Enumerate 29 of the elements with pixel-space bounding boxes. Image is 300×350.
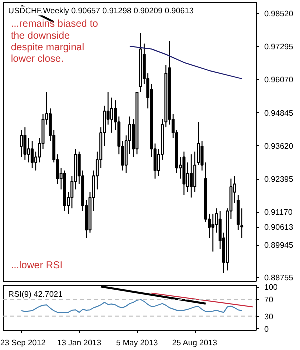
annotation: ...remains biased to the downside despite marginal lower close. — [11, 19, 99, 65]
y-tick-label: 0.91170 — [264, 208, 294, 218]
candlestick — [27, 138, 30, 164]
candlestick — [24, 127, 27, 160]
y-tick-label: 0.88755 — [264, 273, 294, 282]
x-tick-label: 25 Aug 2013 — [172, 338, 218, 348]
y-tick-label: 0.90613 — [264, 223, 294, 232]
annotation: ...lower RSI — [11, 260, 63, 272]
candlestick — [190, 154, 193, 198]
candlestick — [20, 130, 24, 158]
y-tick-label: 0.93620 — [264, 142, 294, 151]
text: USDCHF,Weekly 0.90657 0.91298 0.90209 0.90613 — [8, 6, 194, 16]
y-tick-label: 0.96070 — [264, 76, 294, 85]
line-series — [21, 299, 243, 314]
x-tick-label: 23 Sep 2012 — [0, 338, 46, 348]
line-series — [130, 46, 243, 80]
y-tick-label: 0 — [264, 324, 270, 334]
x-tick-label: 13 Jan 2013 — [57, 338, 102, 348]
y-tick-label: 30 — [264, 312, 274, 322]
y-tick-label: 0.89945 — [264, 241, 294, 250]
y-tick-label: 0.92395 — [264, 175, 294, 184]
y-tick-label: 100 — [264, 283, 278, 292]
candlestick — [30, 140, 34, 169]
y-tick-label: 0.97295 — [264, 42, 294, 52]
x-tick-label: 5 May 2013 — [116, 338, 159, 348]
y-tick-label: 70 — [264, 296, 274, 305]
y-tick-label: 0.94845 — [264, 108, 294, 118]
y-tick-label: 0.98520 — [264, 10, 294, 19]
text: RSI(9) 42.7021 — [8, 290, 64, 299]
